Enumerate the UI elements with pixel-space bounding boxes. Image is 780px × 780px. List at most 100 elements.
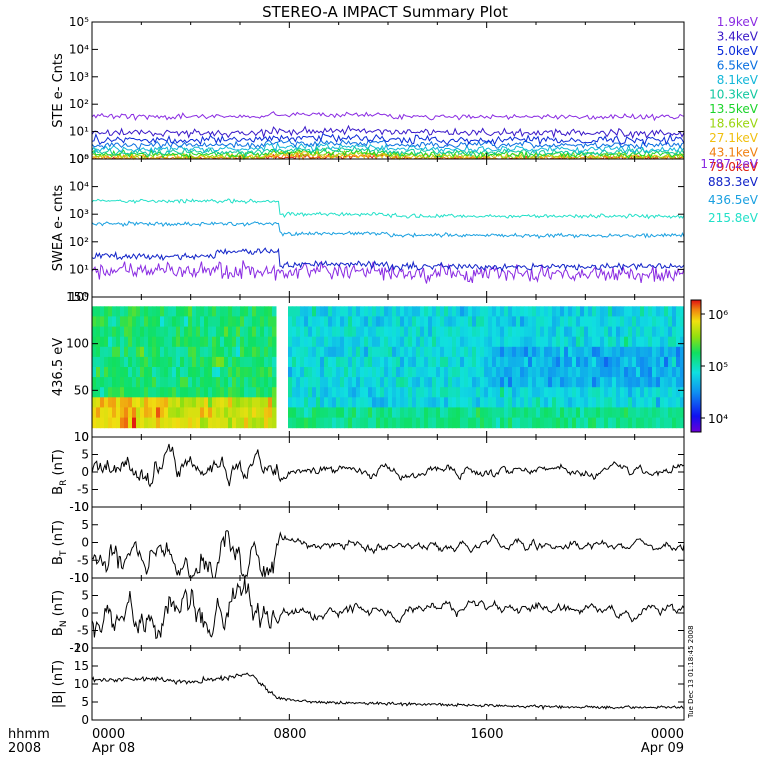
heatmap-cell bbox=[680, 397, 685, 408]
heatmap-cell bbox=[648, 417, 653, 429]
heatmap-cell bbox=[240, 326, 245, 338]
heatmap-cell bbox=[136, 326, 141, 338]
heatmap-cell bbox=[600, 336, 605, 348]
heatmap-cell bbox=[204, 387, 209, 398]
heatmap-cell bbox=[668, 377, 673, 388]
heatmap-cell bbox=[320, 417, 325, 429]
heatmap-cell bbox=[536, 346, 541, 358]
heatmap-cell bbox=[620, 306, 625, 317]
heatmap-cell bbox=[292, 387, 297, 398]
heatmap-cell bbox=[568, 326, 573, 338]
heatmap-cell bbox=[104, 306, 109, 317]
heatmap-cell bbox=[624, 417, 629, 429]
heatmap-cell bbox=[656, 326, 661, 338]
heatmap-cell bbox=[464, 377, 469, 388]
heatmap-cell bbox=[612, 387, 617, 398]
heatmap-cell bbox=[648, 356, 653, 368]
heatmap-cell bbox=[188, 356, 193, 368]
heatmap-cell bbox=[472, 316, 477, 327]
heatmap-cell bbox=[408, 417, 413, 429]
heatmap-cell bbox=[220, 387, 225, 398]
y-tick-label: 10⁰ bbox=[69, 290, 89, 304]
heatmap-cell bbox=[180, 356, 185, 368]
heatmap-cell bbox=[672, 387, 677, 398]
y-tick-label: -5 bbox=[77, 553, 89, 567]
heatmap-cell bbox=[192, 367, 197, 378]
heatmap-cell bbox=[484, 336, 489, 348]
heatmap-cell bbox=[608, 326, 613, 338]
heatmap-cell bbox=[100, 306, 105, 317]
heatmap-cell bbox=[616, 346, 621, 358]
heatmap-cell bbox=[480, 407, 485, 418]
heatmap-cell bbox=[140, 407, 145, 418]
heatmap-cell bbox=[472, 377, 477, 388]
time-tick-1: 0800 bbox=[273, 727, 306, 742]
heatmap-cell bbox=[592, 346, 597, 358]
heatmap-cell bbox=[552, 387, 557, 398]
heatmap-cell bbox=[296, 387, 301, 398]
heatmap-cell bbox=[148, 326, 153, 338]
heatmap-cell bbox=[184, 306, 189, 317]
heatmap-cell bbox=[344, 346, 349, 358]
heatmap-cell bbox=[564, 306, 569, 317]
heatmap-cell bbox=[564, 356, 569, 368]
heatmap-cell bbox=[220, 326, 225, 338]
heatmap-cell bbox=[540, 346, 545, 358]
heatmap-cell bbox=[452, 336, 457, 348]
heatmap-cell bbox=[300, 387, 305, 398]
heatmap-cell bbox=[656, 367, 661, 378]
heatmap-cell bbox=[436, 377, 441, 388]
heatmap-cell bbox=[640, 417, 645, 429]
heatmap-cell bbox=[168, 387, 173, 398]
heatmap-cell bbox=[568, 336, 573, 348]
heatmap-cell bbox=[668, 417, 673, 429]
heatmap-cell bbox=[672, 367, 677, 378]
heatmap-cell bbox=[512, 397, 517, 408]
heatmap-cell bbox=[564, 417, 569, 429]
heatmap-cell bbox=[448, 356, 453, 368]
heatmap-cell bbox=[272, 397, 277, 408]
heatmap-cell bbox=[260, 346, 265, 358]
heatmap-cell bbox=[132, 417, 137, 429]
heatmap-cell bbox=[104, 326, 109, 338]
heatmap-cell bbox=[348, 356, 353, 368]
heatmap-cell bbox=[456, 316, 461, 327]
heatmap-cell bbox=[160, 306, 165, 317]
heatmap-cell bbox=[320, 356, 325, 368]
heatmap-cell bbox=[260, 326, 265, 338]
heatmap-cell bbox=[588, 346, 593, 358]
heatmap-cell bbox=[120, 326, 125, 338]
heatmap-cell bbox=[496, 336, 501, 348]
heatmap-cell bbox=[572, 417, 577, 429]
heatmap-cell bbox=[532, 387, 537, 398]
heatmap-cell bbox=[512, 417, 517, 429]
heatmap-cell bbox=[656, 336, 661, 348]
heatmap-cell bbox=[648, 326, 653, 338]
heatmap-cell bbox=[480, 336, 485, 348]
heatmap-cell bbox=[628, 397, 633, 408]
heatmap-cell bbox=[168, 336, 173, 348]
heatmap-cell bbox=[572, 356, 577, 368]
heatmap-cell bbox=[580, 316, 585, 327]
heatmap-cell bbox=[380, 336, 385, 348]
heatmap-cell bbox=[244, 367, 249, 378]
heatmap-cell bbox=[160, 377, 165, 388]
heatmap-cell bbox=[308, 336, 313, 348]
panel-frame-0 bbox=[91, 21, 685, 160]
heatmap-cell bbox=[452, 397, 457, 408]
heatmap-cell bbox=[200, 356, 205, 368]
heatmap-cell bbox=[176, 316, 181, 327]
heatmap-cell bbox=[92, 316, 97, 327]
heatmap-cell bbox=[592, 417, 597, 429]
heatmap-cell bbox=[176, 356, 181, 368]
heatmap-cell bbox=[300, 417, 305, 429]
heatmap-cell bbox=[176, 387, 181, 398]
heatmap-cell bbox=[512, 407, 517, 418]
heatmap-cell bbox=[660, 367, 665, 378]
heatmap-cell bbox=[108, 377, 113, 388]
heatmap-cell bbox=[540, 397, 545, 408]
heatmap-cell bbox=[540, 326, 545, 338]
heatmap-cell bbox=[108, 387, 113, 398]
heatmap-cell bbox=[268, 407, 273, 418]
heatmap-cell bbox=[652, 326, 657, 338]
